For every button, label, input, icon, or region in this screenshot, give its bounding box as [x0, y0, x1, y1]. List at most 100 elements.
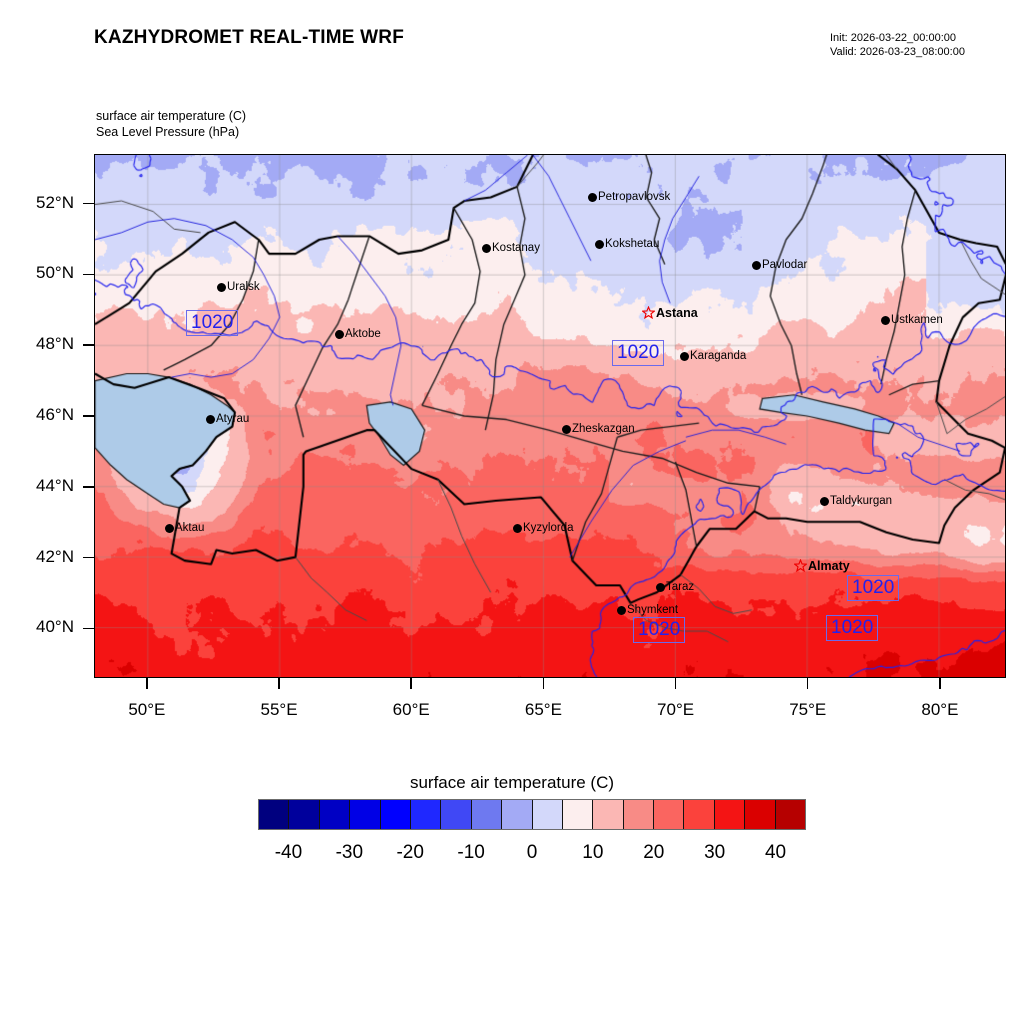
colorbar-segment	[350, 800, 381, 829]
city-marker-kyzylorda[interactable]: Kyzylorda	[513, 522, 574, 534]
city-marker-pavlodar[interactable]: Pavlodar	[752, 259, 808, 271]
field-label-temperature: surface air temperature (C)	[96, 109, 247, 123]
isobar-label: 1020	[847, 575, 900, 601]
x-axis-tick	[542, 678, 545, 689]
x-axis-tick	[806, 678, 809, 689]
city-label: Zheskazgan	[572, 423, 635, 435]
colorbar-segment	[502, 800, 533, 829]
y-axis-label: 50°N	[36, 263, 74, 283]
colorbar-tick-label: -10	[457, 842, 485, 863]
city-label: Karaganda	[690, 350, 747, 362]
field-label-pressure: Sea Level Pressure (hPa)	[96, 125, 240, 139]
colorbar-segment	[410, 800, 442, 829]
city-marker-astana[interactable]: Astana	[641, 305, 698, 320]
colorbar-segment	[532, 800, 563, 829]
city-label: Atyrau	[216, 413, 250, 425]
x-axis-label: 50°E	[128, 700, 166, 719]
colorbar-tick-labels: -40 -30 -20 -10 0 10 20 30 40	[258, 842, 806, 868]
city-label: Taraz	[666, 581, 695, 593]
city-label: Almaty	[808, 559, 850, 573]
colorbar-tick-label: -20	[396, 842, 424, 863]
x-axis-label: 80°E	[921, 700, 959, 719]
y-axis-tick	[83, 344, 94, 346]
city-marker-atyrau[interactable]: Atyrau	[206, 413, 250, 425]
y-axis-tick	[83, 273, 94, 276]
city-marker-aktobe[interactable]: Aktobe	[335, 328, 381, 340]
city-dot-icon	[752, 261, 761, 270]
city-label: Taldykurgan	[830, 495, 893, 507]
city-label: Petropavlovsk	[598, 191, 671, 203]
colorbar-tick-label: 0	[526, 842, 538, 863]
city-dot-icon	[595, 240, 604, 249]
y-axis-tick	[83, 627, 94, 630]
y-axis-label: 40°N	[36, 617, 74, 637]
x-axis-label: 65°E	[524, 700, 562, 719]
y-axis-label: 42°N	[36, 546, 74, 566]
city-dot-icon	[820, 497, 829, 506]
x-axis-label: 70°E	[657, 700, 695, 719]
colorbar-segment	[684, 800, 715, 829]
city-marker-taldykurgan[interactable]: Taldykurgan	[820, 495, 893, 507]
colorbar-segment	[380, 800, 411, 829]
city-marker-uralsk[interactable]: Uralsk	[217, 281, 260, 293]
x-axis-label: 75°E	[789, 700, 827, 719]
city-label: Aktau	[175, 522, 205, 534]
x-axis-tick	[410, 678, 412, 689]
y-axis-tick	[83, 486, 94, 488]
city-label: Kyzylorda	[523, 522, 574, 534]
colorbar-segment	[562, 800, 594, 829]
x-axis-tick	[146, 678, 148, 689]
city-marker-kostanay[interactable]: Kostanay	[482, 242, 540, 254]
colorbar-segment	[289, 800, 320, 829]
colorbar-segment	[654, 800, 685, 829]
city-marker-karaganda[interactable]: Karaganda	[680, 350, 747, 362]
page-title: KAZHYDROMET REAL-TIME WRF	[94, 27, 405, 48]
city-label: Astana	[656, 306, 698, 320]
city-label: Shymkent	[627, 604, 679, 616]
colorbar-segment	[319, 800, 351, 829]
city-dot-icon	[165, 524, 174, 533]
colorbar-tick-label: 40	[764, 842, 787, 863]
colorbar-segment	[259, 800, 290, 829]
city-label: Pavlodar	[762, 259, 808, 271]
y-axis-tick	[83, 556, 94, 559]
weather-map[interactable]	[94, 154, 1006, 678]
temperature-field	[95, 155, 1005, 677]
colorbar-segment	[593, 800, 624, 829]
city-marker-almaty[interactable]: Almaty	[793, 558, 850, 573]
city-marker-kokshetau[interactable]: Kokshetau	[595, 238, 659, 250]
city-marker-shymkent[interactable]: Shymkent	[617, 604, 679, 616]
city-label: Uralsk	[227, 281, 260, 293]
isobar-label: 1020	[612, 340, 665, 366]
x-axis-tick	[674, 678, 677, 689]
city-marker-petropavlovsk[interactable]: Petropavlovsk	[588, 191, 671, 203]
city-dot-icon	[881, 316, 890, 325]
x-axis-tick	[939, 678, 941, 689]
forecast-timestamps: Init: 2026-03-22_00:00:00 Valid: 2026-03…	[830, 31, 965, 59]
y-axis-label: 48°N	[36, 334, 74, 354]
city-marker-ustkamen[interactable]: Ustkamen	[881, 314, 943, 326]
isobar-label: 1020	[186, 310, 239, 336]
city-marker-zheskazgan[interactable]: Zheskazgan	[562, 423, 635, 435]
colorbar-segment	[471, 800, 503, 829]
city-dot-icon	[335, 330, 344, 339]
y-axis-label: 44°N	[36, 475, 74, 495]
colorbar-title: surface air temperature (C)	[409, 773, 615, 792]
colorbar-tick-label: 10	[582, 842, 604, 863]
city-dot-icon	[656, 583, 665, 592]
colorbar	[258, 799, 806, 830]
city-label: Ustkamen	[891, 314, 943, 326]
city-marker-aktau[interactable]: Aktau	[165, 522, 205, 534]
city-marker-taraz[interactable]: Taraz	[656, 581, 695, 593]
city-label: Aktobe	[345, 328, 381, 340]
city-dot-icon	[206, 415, 215, 424]
city-dot-icon	[513, 524, 522, 533]
y-axis-tick	[83, 415, 94, 417]
city-label: Kostanay	[492, 242, 540, 254]
colorbar-segment	[775, 800, 806, 829]
city-dot-icon	[217, 283, 226, 292]
x-axis-label: 60°E	[392, 700, 430, 719]
y-axis-label: 52°N	[36, 192, 74, 212]
field-legend: surface air temperature (C) Sea Level Pr…	[96, 108, 246, 140]
colorbar-segment	[714, 800, 746, 829]
